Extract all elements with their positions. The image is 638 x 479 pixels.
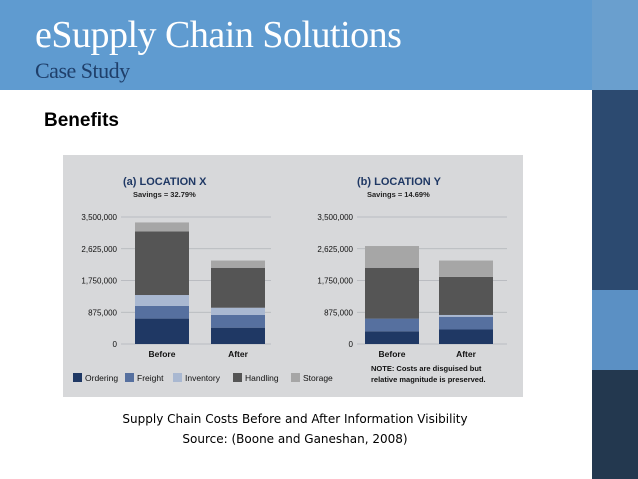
figure-source: Source: (Boone and Ganeshan, 2008) [182,432,408,446]
bar-segment-freight-after [439,316,493,330]
chart-panel-2: (b) LOCATION Y Savings = 14.69% 3,500,000 2… [317,176,507,359]
y-tick-label: 3,500,000 [81,213,117,222]
legend-label: Ordering [85,373,118,383]
legend-swatch [73,373,82,382]
chart-panel-1: (a) LOCATION X Savings = 32.79% 3,500,000 2… [81,176,271,359]
bar-segment-freight-before [135,305,189,319]
legend-item-inventory: Inventory [173,373,221,383]
legend-item-freight: Freight [125,373,164,383]
chart-savings: Savings = 14.69% [367,190,430,199]
legend-swatch [125,373,134,382]
x-tick-label: After [228,349,249,359]
bar-segment-ordering-after [439,329,493,344]
bar-segment-freight-before [365,318,419,332]
legend-swatch [233,373,242,382]
legend-label: Storage [303,373,333,383]
bar-segment-storage-after [439,260,493,277]
y-tick-label: 875,000 [324,308,353,317]
bar-segment-freight-after [211,314,265,328]
legend-item-ordering: Ordering [73,373,118,383]
y-tick-label: 2,625,000 [317,245,353,254]
bar-segment-ordering-after [211,327,265,344]
legend-item-handling: Handling [233,373,279,383]
legend-label: Handling [245,373,279,383]
y-tick-label: 2,625,000 [81,245,117,254]
bar-segment-storage-before [365,246,419,268]
slide-subtitle: Case Study [35,58,130,83]
bar-segment-ordering-before [365,331,419,344]
bar-segment-inventory-after [211,307,265,315]
bar-segment-handling-before [365,267,419,319]
legend-swatch [291,373,300,382]
x-tick-label: Before [379,349,406,359]
y-tick-label: 0 [349,340,354,349]
legend-item-storage: Storage [291,373,333,383]
decorative-side-rail [592,0,638,479]
legend-label: Inventory [185,373,221,383]
chart-figure: (a) LOCATION X Savings = 32.79% 3,500,000 2… [63,155,523,397]
bar-segment-handling-before [135,231,189,296]
stacked-bar-charts: (a) LOCATION X Savings = 32.79% 3,500,000 2… [73,176,507,384]
bar-segment-handling-after [211,267,265,308]
chart-title: (b) LOCATION Y [357,176,442,188]
legend-swatch [173,373,182,382]
bar-segment-handling-after [439,276,493,315]
y-tick-label: 0 [113,340,118,349]
bar-segment-inventory-before [135,295,189,306]
legend-label: Freight [137,373,164,383]
slide-title: eSupply Chain Solutions [35,14,402,56]
y-tick-label: 1,750,000 [317,277,353,286]
chart-savings: Savings = 32.79% [133,190,196,199]
bar-segment-storage-after [211,260,265,268]
x-tick-label: Before [149,349,176,359]
x-tick-label: After [456,349,477,359]
y-tick-label: 3,500,000 [317,213,353,222]
bar-segment-ordering-before [135,318,189,344]
chart-title: (a) LOCATION X [123,176,207,188]
slide-header: eSupply Chain Solutions Case Study [0,0,592,90]
chart-note-line1: NOTE: Costs are disguised but [371,364,482,373]
bar-segment-storage-before [135,222,189,232]
y-tick-label: 1,750,000 [81,277,117,286]
section-heading: Benefits [44,110,119,131]
y-tick-label: 875,000 [88,308,117,317]
figure-caption: Supply Chain Costs Before and After Info… [122,412,468,426]
bar-segment-inventory-after [439,314,493,317]
chart-note-line2: relative magnitude is preserved. [371,375,486,384]
